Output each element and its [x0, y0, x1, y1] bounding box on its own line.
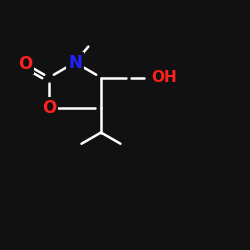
Text: O: O [42, 98, 56, 116]
Text: O: O [18, 55, 32, 73]
Text: OH: OH [151, 70, 177, 85]
Text: N: N [68, 54, 82, 72]
